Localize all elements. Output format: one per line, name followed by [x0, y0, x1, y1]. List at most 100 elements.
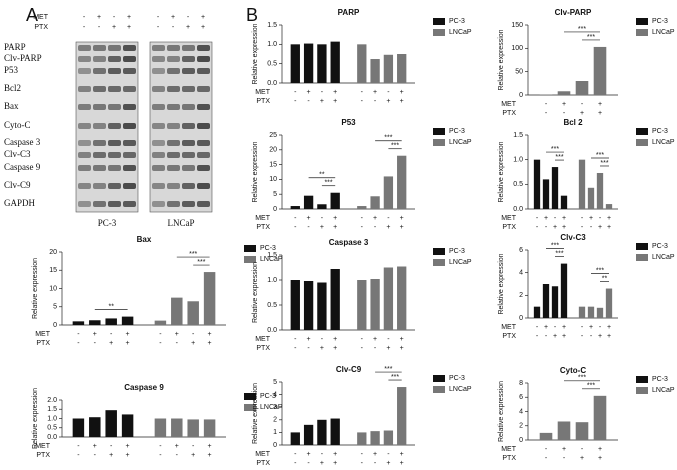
treatment-sign: -	[192, 331, 195, 338]
legend-swatch	[636, 254, 648, 261]
treatment-sign: +	[400, 451, 404, 458]
bar	[303, 281, 314, 330]
treatment-sign: +	[93, 331, 97, 338]
treatment-sign: -	[294, 345, 297, 352]
blot-band	[108, 165, 121, 171]
legend-swatch	[433, 128, 445, 135]
y-tick-label: 20	[269, 147, 277, 154]
bar	[105, 410, 117, 437]
legend-label: PC-3	[449, 375, 465, 382]
significance-label: ***	[551, 242, 559, 249]
bar	[105, 318, 117, 325]
protein-label: Cyto-C	[4, 120, 31, 130]
bar	[578, 159, 586, 209]
blot-band	[78, 45, 91, 51]
treatment-sign: -	[110, 331, 113, 338]
y-tick-label: 1	[273, 429, 277, 436]
significance-label: ***	[600, 160, 608, 167]
bar	[171, 418, 183, 437]
treatment-sign: -	[294, 224, 297, 231]
blot-band	[197, 104, 210, 110]
blot-band	[182, 45, 195, 51]
treatment-sign: +	[562, 333, 566, 340]
bar	[317, 204, 327, 209]
bar	[575, 422, 589, 440]
blot-band	[108, 140, 121, 146]
blot-band	[123, 165, 136, 171]
treatment-sign: -	[157, 14, 160, 21]
legend-swatch	[636, 376, 648, 383]
y-axis-label: Relative expression	[32, 258, 39, 319]
blot-band	[78, 165, 91, 171]
y-tick-label: 4	[519, 408, 523, 415]
blot-band	[123, 45, 136, 51]
y-tick-label: 1.0	[47, 415, 57, 422]
treatment-sign: -	[387, 451, 390, 458]
bar	[370, 196, 380, 209]
treatment-sign: -	[581, 324, 584, 331]
legend-swatch	[433, 259, 445, 266]
bar	[290, 432, 300, 445]
treatment-sign: -	[83, 14, 86, 21]
treatment-sign: -	[94, 452, 97, 459]
treatment-sign: -	[545, 110, 548, 117]
y-axis-label: Relative expression	[498, 381, 505, 442]
treatment-sign: -	[361, 336, 364, 343]
blot-band	[182, 86, 195, 92]
bar	[605, 204, 613, 209]
treatment-sign: +	[598, 224, 602, 231]
treatment-label: MET	[501, 324, 517, 331]
treatment-sign: -	[581, 333, 584, 340]
treatment-sign: +	[562, 224, 566, 231]
treatment-sign: -	[94, 340, 97, 347]
y-axis-label: Relative expression	[32, 388, 39, 449]
treatment-sign: -	[307, 460, 310, 467]
y-axis-label: Relative expression	[252, 23, 259, 84]
legend-swatch	[433, 375, 445, 382]
protein-label: Bcl2	[4, 83, 21, 93]
bar	[533, 159, 541, 209]
treatment-sign: -	[536, 215, 539, 222]
bar	[370, 431, 380, 445]
treatment-sign: -	[98, 24, 101, 31]
treatment-sign: +	[589, 324, 593, 331]
treatment-sign: -	[536, 333, 539, 340]
bar	[397, 155, 407, 209]
blot-band	[167, 123, 180, 129]
panel-label: A	[26, 5, 38, 25]
treatment-sign: -	[294, 89, 297, 96]
treatment-sign: -	[599, 215, 602, 222]
blot-band	[93, 183, 106, 189]
chart-title: Caspase 9	[124, 383, 164, 392]
treatment-label: MET	[33, 14, 49, 21]
y-tick-label: 2	[519, 292, 523, 299]
y-tick-label: 5	[273, 379, 277, 386]
bar	[542, 179, 550, 209]
treatment-sign: +	[109, 452, 113, 459]
legend-label: PC-3	[652, 128, 668, 135]
significance-label: ***	[384, 135, 392, 142]
treatment-sign: +	[109, 340, 113, 347]
treatment-sign: -	[545, 101, 548, 108]
y-tick-label: 1.5	[513, 132, 523, 139]
blot-band	[182, 201, 195, 207]
legend-label: LNCaP	[652, 29, 675, 36]
treatment-sign: +	[127, 24, 131, 31]
treatment-sign: -	[599, 324, 602, 331]
treatment-label: PTX	[502, 224, 516, 231]
y-tick-label: 1.0	[513, 157, 523, 164]
treatment-sign: +	[544, 215, 548, 222]
y-tick-label: 1.5	[267, 22, 277, 29]
treatment-sign: -	[172, 24, 175, 31]
blot-band	[93, 152, 106, 158]
blot-band	[108, 86, 121, 92]
chart-title: Clv-C3	[560, 233, 586, 242]
legend-swatch	[433, 248, 445, 255]
treatment-sign: -	[374, 460, 377, 467]
legend-swatch	[636, 128, 648, 135]
treatment-label: MET	[35, 331, 51, 338]
chart-title: Clv-C9	[336, 365, 362, 374]
y-tick-label: 0	[53, 322, 57, 329]
y-axis-label: Relative expression	[252, 383, 259, 444]
